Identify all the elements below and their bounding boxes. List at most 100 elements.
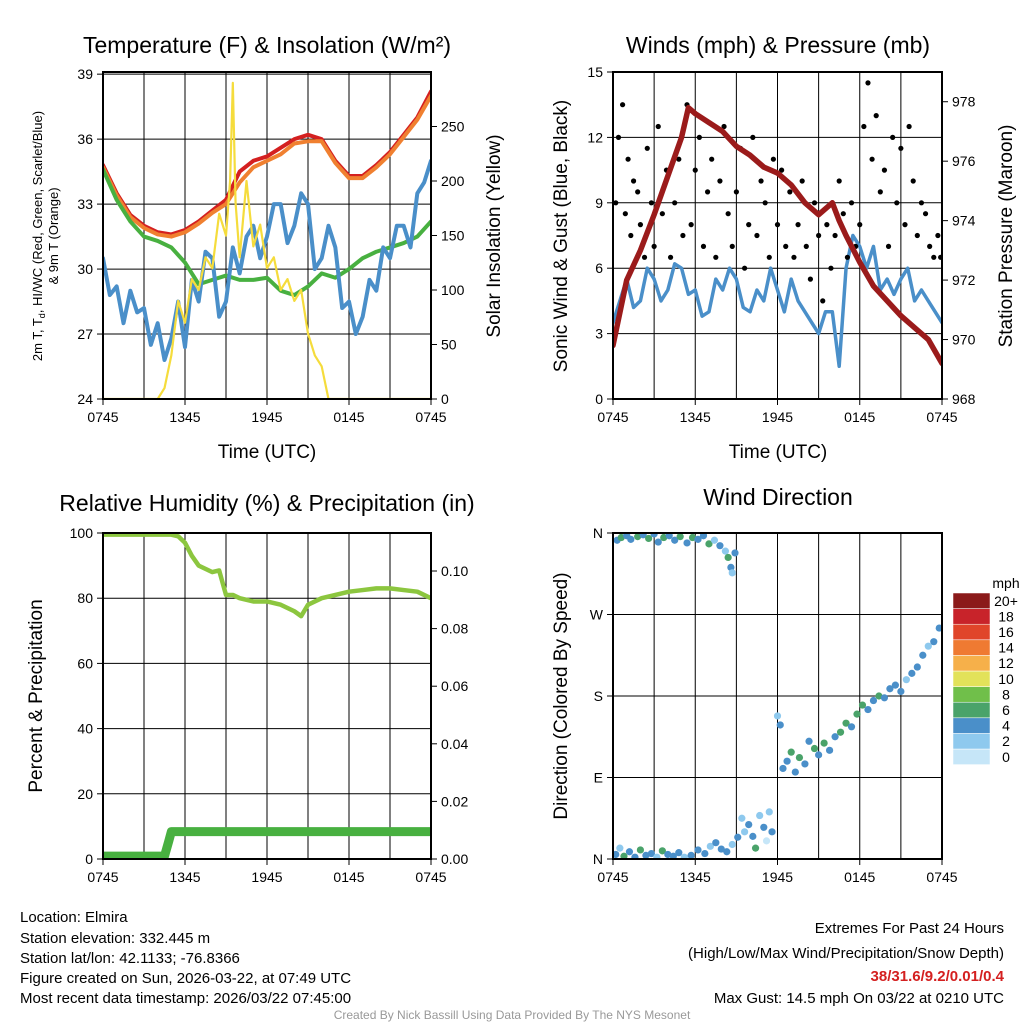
gust-point <box>918 200 925 206</box>
colorbar-label: 2 <box>1002 733 1010 749</box>
y2-tick-label: 100 <box>441 282 465 298</box>
y-tick-label: 60 <box>77 655 93 671</box>
wind-direction-point <box>687 851 695 859</box>
colorbar-swatch <box>952 608 991 625</box>
wind-direction-point <box>627 535 635 543</box>
wind-direction-point <box>853 710 861 718</box>
colorbar-label: 8 <box>1002 686 1010 702</box>
wind-direction-point <box>795 753 804 762</box>
colorbar-label: 20+ <box>994 593 1018 609</box>
wind-direction-point <box>924 642 932 650</box>
wind-direction-point <box>886 685 894 693</box>
colorbar-label: 16 <box>998 624 1014 640</box>
gust-point <box>742 265 748 271</box>
wind-direction-point <box>669 852 677 859</box>
gust-point <box>758 178 764 184</box>
gust-point <box>844 254 851 260</box>
wind-direction-point <box>913 663 921 671</box>
y2-tick-label: 200 <box>441 173 465 189</box>
gust-point <box>910 178 916 184</box>
credit-text: Created By Nick Bassill Using Data Provi… <box>334 1008 691 1022</box>
wind-direction-point <box>650 533 658 538</box>
y-tick-label: 27 <box>77 326 93 342</box>
x-tick-label: 1345 <box>169 409 200 425</box>
plot-frame <box>612 71 943 400</box>
gust-point <box>832 232 838 239</box>
y2-tick-label: 0.06 <box>441 678 468 694</box>
gust-point <box>774 222 781 228</box>
y-tick-label: 9 <box>595 195 603 211</box>
y-tick-label: E <box>594 770 603 786</box>
y2-tick-label: 250 <box>441 119 465 135</box>
sonic-wind-line <box>613 233 942 369</box>
wind-direction-point <box>751 844 760 852</box>
y2-tick-label: 978 <box>952 94 976 110</box>
td-line <box>103 167 431 298</box>
wind-direction-point <box>721 547 730 555</box>
winds-chart-title: Winds (mph) & Pressure (mb) <box>626 32 930 58</box>
x-tick-label: 0745 <box>87 869 118 885</box>
wind-direction-point <box>825 746 834 754</box>
y2-tick-label: 50 <box>441 337 457 353</box>
y-tick-label: 6 <box>595 260 603 276</box>
gust-point <box>750 134 756 140</box>
wind-direction-point <box>645 534 653 543</box>
y-tick-label: 100 <box>70 525 94 541</box>
wind-direction-point <box>634 533 642 541</box>
x-tick-label: 0745 <box>415 409 446 425</box>
wind-direction-point <box>616 844 624 852</box>
colorbar-swatch <box>952 623 991 641</box>
temp-y-axis-label-line2: & 9m T (Orange) <box>46 187 61 284</box>
wind-direction-point <box>779 764 787 773</box>
gust-point <box>902 222 908 228</box>
x-tick-label: 0145 <box>844 869 875 885</box>
y-tick-label: 39 <box>77 66 93 82</box>
gust-point <box>922 211 929 217</box>
wind-direction-point <box>723 848 731 856</box>
wind-direction-point <box>683 539 691 547</box>
y2-tick-label: 970 <box>952 332 976 348</box>
wind-direction-point <box>680 853 688 859</box>
gust-point <box>824 222 830 228</box>
gust-point <box>783 243 789 249</box>
gust-point <box>717 178 723 184</box>
wind-direction-point <box>805 737 813 745</box>
wind-direction-point <box>676 533 684 541</box>
wind-direction-point <box>675 849 683 857</box>
y2-tick-label: 0.02 <box>441 793 468 809</box>
gust-point <box>840 211 846 217</box>
extremes-values: 38/31.6/9.2/0.01/0.4 <box>871 968 1005 985</box>
station-pressure-line <box>613 104 942 367</box>
y2-tick-label: 968 <box>952 391 976 407</box>
wind-direction-point <box>773 712 782 720</box>
gust-point <box>766 254 772 260</box>
wind-direction-point <box>636 846 645 854</box>
colorbar-swatch <box>952 655 991 672</box>
created-text: Figure created on Sun, 2026-03-22, at 07… <box>20 970 351 987</box>
wind-direction-point <box>930 638 938 646</box>
x-tick-label: 1345 <box>680 869 711 885</box>
plot-frame <box>102 71 432 400</box>
wind-direction-point <box>694 535 702 543</box>
wind-direction-point <box>705 540 713 548</box>
wind-direction-point <box>728 569 736 577</box>
gust-point <box>807 276 814 282</box>
direction-series <box>613 533 942 859</box>
colorbar-label: 18 <box>998 608 1014 624</box>
y-tick-label: 0 <box>85 851 93 867</box>
rh-chart-title: Relative Humidity (%) & Precipitation (i… <box>59 490 474 516</box>
colorbar-label: 6 <box>1002 702 1010 718</box>
gust-point <box>869 156 875 162</box>
wind-direction-point <box>935 624 942 632</box>
wind-direction-point <box>847 723 856 731</box>
wind-direction-point <box>815 751 823 759</box>
gust-point <box>820 298 826 304</box>
wind-direction-point <box>902 676 910 684</box>
y2-tick-label: 974 <box>952 213 976 229</box>
x-tick-label: 0145 <box>333 869 364 885</box>
plot-frame <box>102 532 432 860</box>
gust-point <box>762 200 768 206</box>
wind-direction-point <box>710 536 719 544</box>
gust-point <box>628 232 634 239</box>
gust-point <box>641 254 648 260</box>
